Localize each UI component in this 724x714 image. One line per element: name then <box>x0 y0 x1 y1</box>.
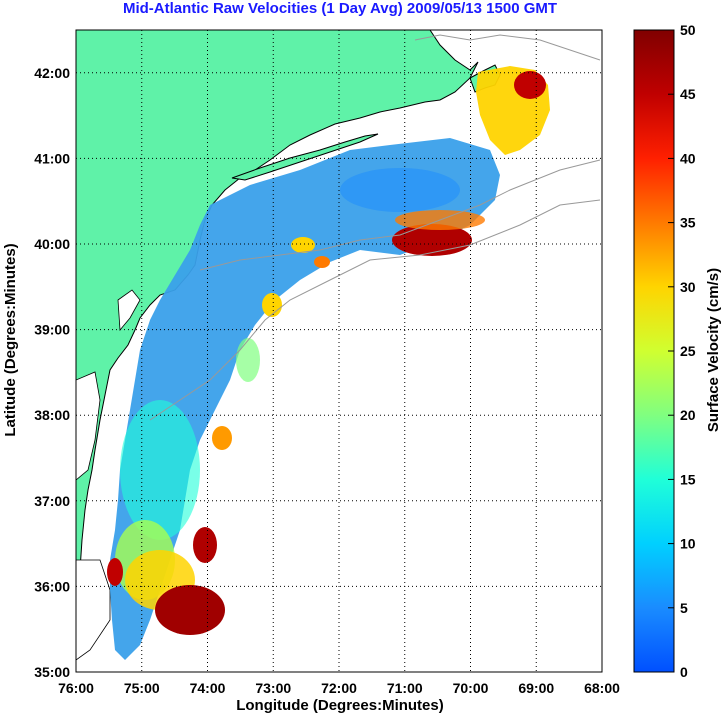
water-delaware-bay <box>117 289 141 332</box>
x-tick-labels: 76:00 75:00 74:00 73:00 72:00 71:00 70:00 69:00… <box>58 680 620 696</box>
colorbar-tick-label: 30 <box>680 279 696 295</box>
y-tick-labels: 35:00 36:00 37:00 38:00 39:00 40:00 41:00 42:00 <box>34 65 70 680</box>
zone-red-sw1 <box>155 585 225 635</box>
y-tick-label: 37:00 <box>34 493 70 509</box>
zone-red-ne2 <box>514 71 546 99</box>
y-tick-label: 36:00 <box>34 578 70 594</box>
x-tick-label: 76:00 <box>58 680 94 696</box>
zone-cyan2 <box>340 168 460 212</box>
colorbar-gradient <box>633 29 675 673</box>
x-tick-label: 73:00 <box>255 680 291 696</box>
x-tick-label: 68:00 <box>584 680 620 696</box>
map-plot <box>75 29 603 673</box>
x-tick-label: 71:00 <box>387 680 423 696</box>
y-tick-label: 39:00 <box>34 322 70 338</box>
bathymetry-line-3 <box>414 34 601 61</box>
zone-cyan <box>120 400 200 540</box>
y-axis-label: Latitude (Degrees:Minutes) <box>2 243 19 436</box>
colorbar-tick-label: 15 <box>680 471 696 487</box>
zone-orange2 <box>212 426 232 450</box>
y-tick-label: 42:00 <box>34 65 70 81</box>
x-tick-label: 75:00 <box>124 680 160 696</box>
colorbar-tick-label: 20 <box>680 407 696 423</box>
colorbar-tick-label: 25 <box>680 343 696 359</box>
zone-red-ne <box>392 224 472 256</box>
colorbar-label: Surface Velocity (cm/s) <box>705 268 722 432</box>
x-axis-label: Longitude (Degrees:Minutes) <box>236 697 444 714</box>
water-chesapeake <box>76 371 101 481</box>
bathymetry-line <box>199 159 601 271</box>
colorbar-tick-label: 10 <box>680 536 696 552</box>
plot-frame <box>75 29 603 673</box>
colorbar-tick-label: 40 <box>680 150 696 166</box>
y-tick-label: 35:00 <box>34 664 70 680</box>
x-tick-label: 70:00 <box>453 680 489 696</box>
y-tick-label: 40:00 <box>34 236 70 252</box>
x-tick-label: 69:00 <box>518 680 554 696</box>
colorbar-tick-label: 5 <box>680 600 688 616</box>
map-title: Mid-Atlantic Raw Velocities (1 Day Avg) … <box>122 0 558 17</box>
zone-green2 <box>236 338 260 382</box>
y-tick-label: 38:00 <box>34 407 70 423</box>
zone-orange1 <box>314 256 330 268</box>
water-pamlico <box>76 559 111 661</box>
zone-red-sw2 <box>193 527 217 563</box>
zone-yellow1 <box>291 237 315 253</box>
colorbar-tick-label: 50 <box>680 22 696 38</box>
y-tick-label: 41:00 <box>34 150 70 166</box>
colorbar: 0 5 10 15 20 25 30 35 40 45 50 Surface Velocity (c… <box>633 22 722 680</box>
zone-red-sw3 <box>107 558 123 586</box>
bathymetry-line-2 <box>149 199 601 421</box>
colorbar-tick-label: 45 <box>680 86 696 102</box>
colorbar-tick-label: 35 <box>680 215 696 231</box>
x-tick-label: 72:00 <box>321 680 357 696</box>
x-tick-label: 74:00 <box>190 680 226 696</box>
zone-yellow2 <box>262 293 282 317</box>
colorbar-tick-labels: 0 5 10 15 20 25 30 35 40 45 50 <box>668 22 696 680</box>
land-long-island <box>231 133 379 181</box>
colorbar-tick-label: 0 <box>680 664 688 680</box>
